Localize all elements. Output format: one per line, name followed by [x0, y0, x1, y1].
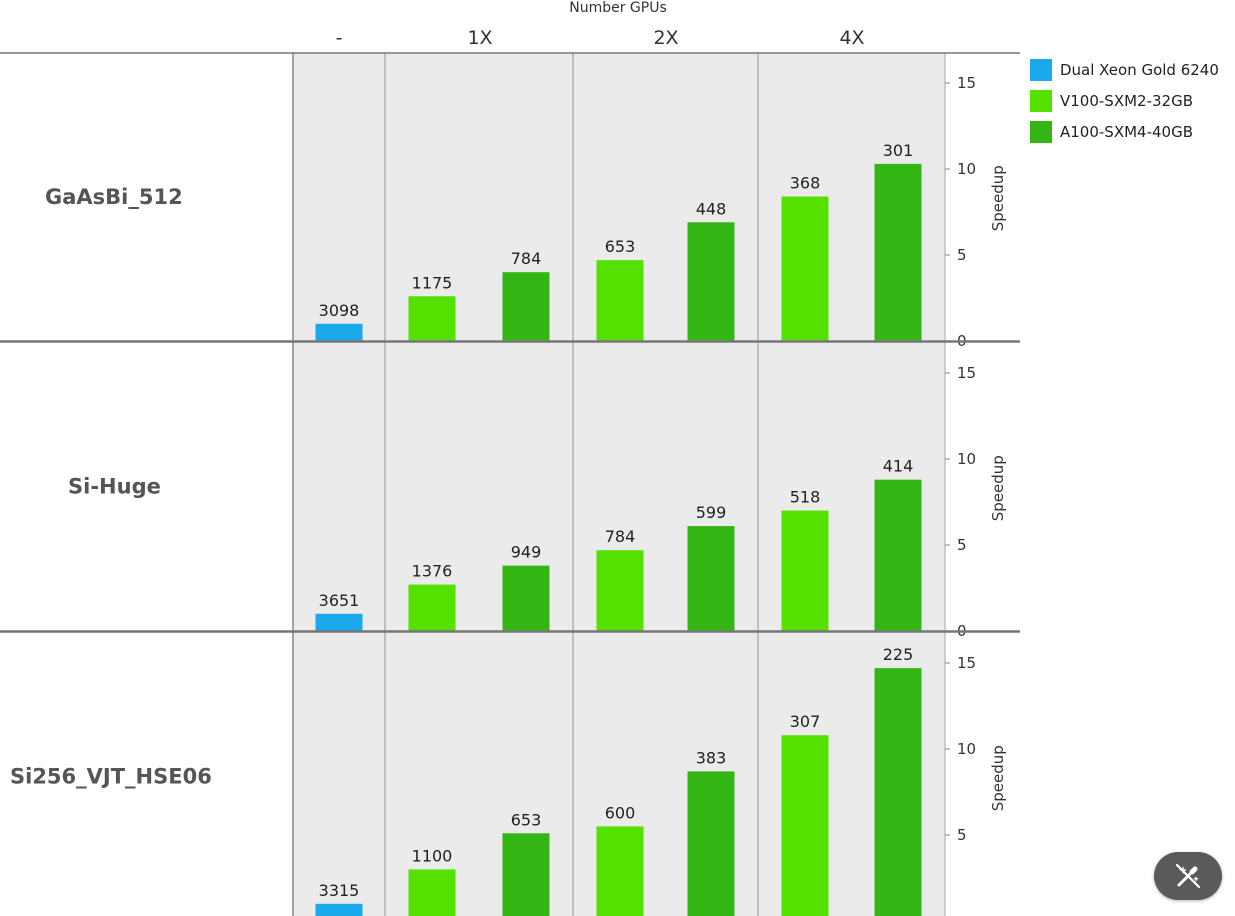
bar: [408, 296, 456, 341]
tick-label: 15: [957, 654, 976, 672]
legend-swatch: [1030, 120, 1052, 143]
grid-lines: [384, 53, 759, 916]
bar: [408, 869, 456, 916]
magic-wand-icon: [1175, 863, 1201, 889]
legend-label: V100-SXM2-32GB: [1060, 91, 1194, 110]
bar: [687, 771, 735, 916]
bar: [315, 903, 363, 916]
bar-label: 225: [883, 645, 914, 664]
bar: [315, 613, 363, 631]
row-label: GaAsBi_512: [45, 185, 183, 209]
magic-wand-button[interactable]: [1154, 852, 1222, 900]
labels: Number GPUs-1X2X4X051015SpeedupGaAsBi_51…: [10, 0, 1007, 900]
bar-label: 3651: [319, 591, 360, 610]
legend-swatch: [1030, 89, 1052, 112]
bar: [596, 550, 644, 631]
row-label: Si256_VJT_HSE06: [10, 765, 212, 789]
plot-backgrounds: [293, 53, 945, 916]
bar-label: 368: [790, 174, 821, 193]
legend-label: A100-SXM4-40GB: [1060, 122, 1194, 141]
y-axis-title: Speedup: [989, 455, 1007, 521]
bar-label: 653: [511, 810, 542, 829]
tick-label: 10: [957, 740, 976, 758]
legend-swatch: [1030, 58, 1052, 81]
legend-item: Dual Xeon Gold 6240: [1030, 54, 1230, 85]
bar-label: 307: [790, 712, 821, 731]
bar: [687, 526, 735, 631]
bar: [874, 163, 922, 341]
bar: [315, 323, 363, 341]
bar: [596, 260, 644, 341]
column-header-2: 1X: [467, 27, 492, 49]
tick-label: 5: [957, 246, 967, 264]
bar-label: 3315: [319, 881, 360, 900]
bar-label: 414: [883, 457, 914, 476]
bar-label: 949: [511, 543, 542, 562]
bar: [781, 735, 829, 916]
bar: [408, 584, 456, 631]
bar-label: 784: [605, 527, 636, 546]
bars: [315, 163, 922, 916]
tick-label: 10: [957, 160, 976, 178]
bar: [596, 826, 644, 916]
legend-item: A100-SXM4-40GB: [1030, 116, 1230, 147]
bar-label: 599: [696, 503, 727, 522]
bar-label: 653: [605, 237, 636, 256]
bar: [781, 196, 829, 341]
bar: [874, 479, 922, 631]
column-header-4: 4X: [839, 27, 864, 49]
bar: [874, 668, 922, 916]
bar: [687, 222, 735, 341]
bar-label: 1100: [412, 846, 453, 865]
bar-label: 518: [790, 488, 821, 507]
y-axis-title: Speedup: [989, 165, 1007, 231]
x-axis-title: Number GPUs: [569, 0, 667, 16]
legend: Dual Xeon Gold 6240 V100-SXM2-32GB A100-SX…: [1030, 54, 1230, 147]
bar-label: 301: [883, 141, 914, 160]
bar-label: 1175: [412, 273, 453, 292]
legend-item: V100-SXM2-32GB: [1030, 85, 1230, 116]
column-header-3: 2X: [653, 27, 678, 49]
bar-label: 600: [605, 803, 636, 822]
bar-label: 784: [511, 249, 542, 268]
tick-label: 10: [957, 450, 976, 468]
column-header-1: -: [336, 27, 343, 49]
row-label: Si-Huge: [68, 475, 161, 499]
bar-label: 1376: [412, 562, 453, 581]
y-axis-title: Speedup: [989, 745, 1007, 811]
bar: [502, 833, 550, 916]
bar-label: 3098: [319, 301, 360, 320]
tick-label: 15: [957, 74, 976, 92]
tick-label: 5: [957, 536, 967, 554]
legend-label: Dual Xeon Gold 6240: [1060, 60, 1219, 79]
bar-label: 383: [696, 748, 727, 767]
bar: [502, 272, 550, 341]
axes: [0, 52, 1020, 916]
bar: [781, 510, 829, 631]
tick-label: 5: [957, 826, 967, 844]
bar: [502, 565, 550, 631]
bar-label: 448: [696, 199, 727, 218]
tick-label: 15: [957, 364, 976, 382]
